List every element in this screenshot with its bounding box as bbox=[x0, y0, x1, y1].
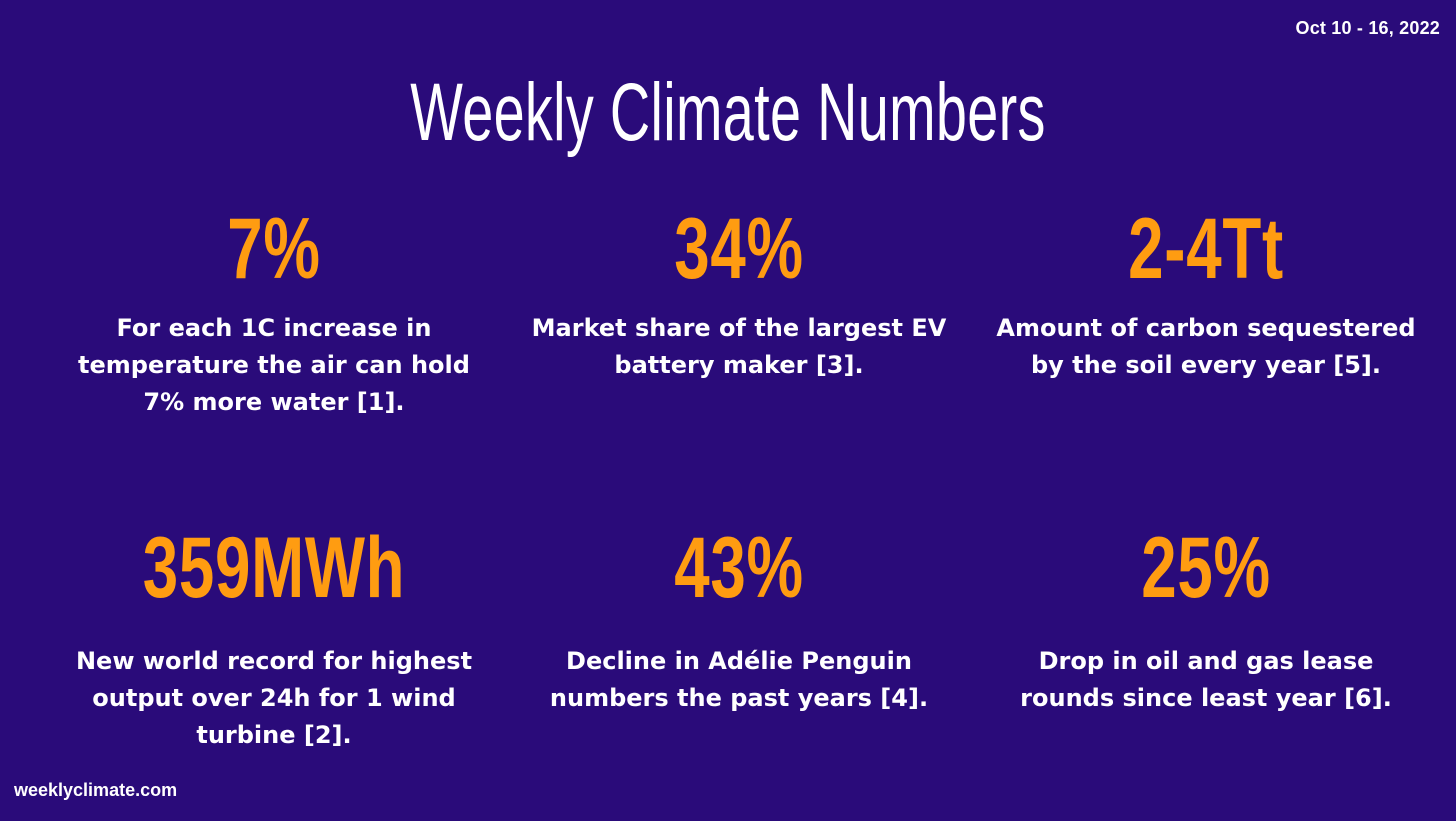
stat-card: 359MWh New world record for highest outp… bbox=[44, 525, 504, 754]
stat-description: Drop in oil and gas lease rounds since l… bbox=[1020, 647, 1392, 712]
stat-value: 25% bbox=[1141, 520, 1271, 616]
stat-description: Decline in Adélie Penguin numbers the pa… bbox=[549, 647, 929, 712]
stat-card: 2-4Tt Amount of carbon sequestered by th… bbox=[976, 206, 1436, 384]
stat-value: 7% bbox=[227, 201, 321, 297]
stat-description: Market share of the largest EV battery m… bbox=[531, 314, 947, 379]
date-range: Oct 10 - 16, 2022 bbox=[1295, 18, 1440, 38]
stat-description: For each 1C increase in temperature the … bbox=[78, 314, 470, 416]
stat-description: New world record for highest output over… bbox=[75, 647, 473, 749]
stat-card: 43% Decline in Adélie Penguin numbers th… bbox=[509, 525, 969, 717]
stat-value: 2-4Tt bbox=[1128, 201, 1284, 297]
stat-value: 43% bbox=[674, 520, 804, 616]
page-title: Weekly Climate Numbers bbox=[410, 67, 1046, 158]
website-link[interactable]: weeklyclimate.com bbox=[14, 780, 178, 800]
stat-card: 34% Market share of the largest EV batte… bbox=[509, 206, 969, 384]
stat-card: 25% Drop in oil and gas lease rounds sin… bbox=[976, 525, 1436, 717]
stat-value: 34% bbox=[674, 201, 804, 297]
stat-card: 7% For each 1C increase in temperature t… bbox=[44, 206, 504, 421]
stat-value: 359MWh bbox=[142, 520, 406, 616]
stat-description: Amount of carbon sequestered by the soil… bbox=[996, 314, 1416, 379]
